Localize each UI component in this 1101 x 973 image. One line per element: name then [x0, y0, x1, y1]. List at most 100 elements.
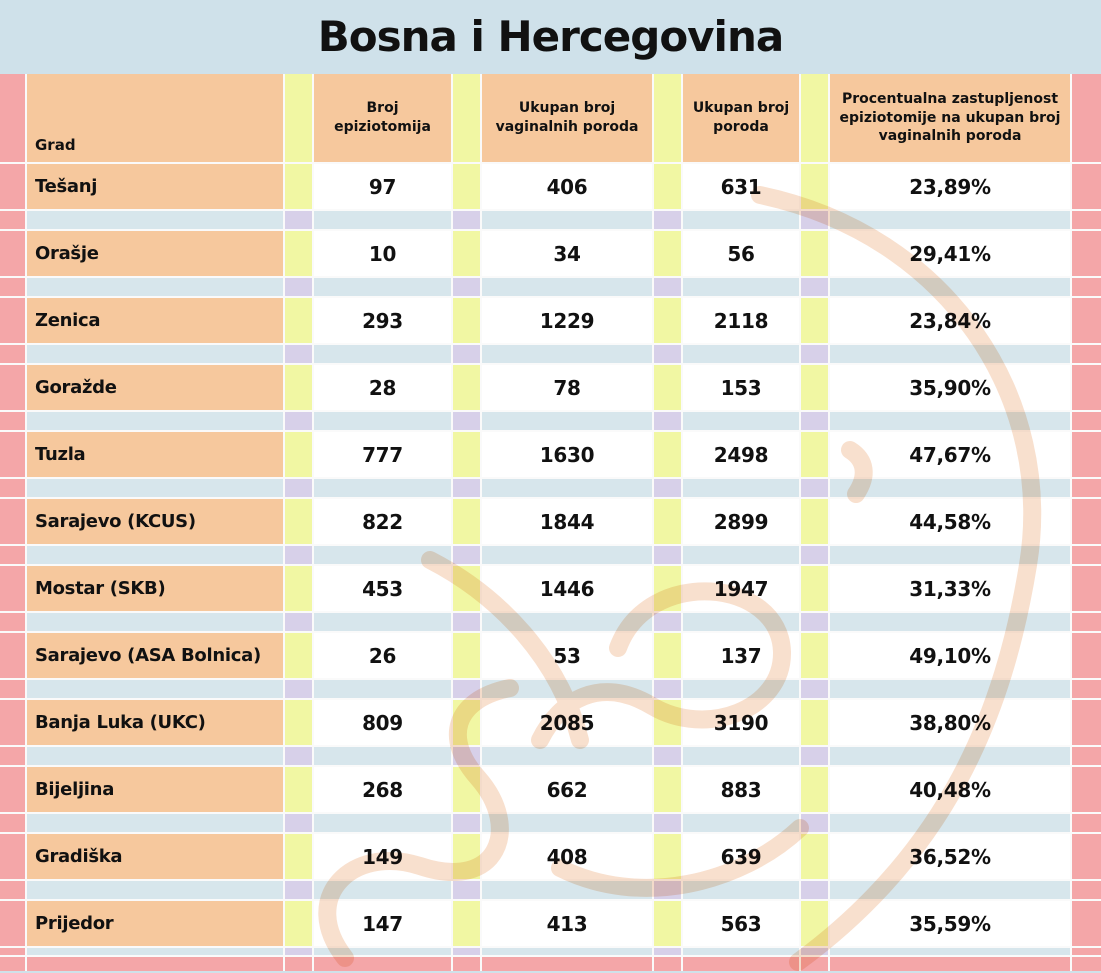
- total-births-value-cell: 883: [683, 767, 799, 812]
- edge-stripe-right: [1072, 700, 1101, 745]
- edge-stripe-left: [0, 432, 25, 477]
- spacer-cell: [830, 680, 1070, 698]
- edge-stripe-left: [0, 74, 25, 162]
- episiotomies-value-cell: 26: [314, 633, 451, 678]
- vaginal-births-value-cell: 413: [482, 901, 652, 946]
- spacer-cell: [27, 546, 283, 564]
- total-births-value-cell: 1947: [683, 566, 799, 611]
- edge-stripe-right: [1072, 432, 1101, 477]
- spacer-intersection: [285, 546, 312, 564]
- spacer-intersection: [453, 613, 480, 631]
- vaginal-births-value-cell: 408: [482, 834, 652, 879]
- column-separator: [285, 298, 312, 343]
- total-births-value-cell: 2899: [683, 499, 799, 544]
- spacer-cell: [482, 345, 652, 363]
- edge-stripe-left: [0, 747, 25, 765]
- column-header-total-births: Ukupan broj poroda: [683, 74, 799, 162]
- city-cell: Zenica: [27, 298, 283, 343]
- edge-stripe-right: [1072, 231, 1101, 276]
- percentage-value-cell: 44,58%: [830, 499, 1070, 544]
- edge-stripe-left: [0, 278, 25, 296]
- city-cell: Bijeljina: [27, 767, 283, 812]
- spacer-cell: [482, 881, 652, 899]
- column-header-vaginal-births: Ukupan broj vaginalnih poroda: [482, 74, 652, 162]
- column-separator: [801, 164, 828, 209]
- column-separator: [285, 767, 312, 812]
- spacer-cell: [830, 412, 1070, 430]
- spacer-cell: [482, 412, 652, 430]
- city-cell: Tešanj: [27, 164, 283, 209]
- edge-stripe-right: [1072, 747, 1101, 765]
- spacer-cell: [482, 747, 652, 765]
- spacer-cell: [482, 211, 652, 229]
- column-separator: [453, 164, 480, 209]
- total-births-value-cell: 137: [683, 633, 799, 678]
- column-separator: [285, 365, 312, 410]
- column-separator: [453, 834, 480, 879]
- spacer-intersection: [654, 948, 681, 955]
- spacer-intersection: [801, 211, 828, 229]
- spacer-intersection: [285, 680, 312, 698]
- spacer-cell: [830, 881, 1070, 899]
- edge-stripe-left: [0, 700, 25, 745]
- city-cell: Orašje: [27, 231, 283, 276]
- edge-stripe-left: [0, 767, 25, 812]
- column-separator: [801, 901, 828, 946]
- spacer-cell: [683, 412, 799, 430]
- edge-stripe-left: [0, 948, 25, 955]
- spacer-cell: [27, 613, 283, 631]
- spacer-intersection: [801, 479, 828, 497]
- spacer-cell: [314, 613, 451, 631]
- column-header-episiotomies: Broj epiziotomija: [314, 74, 451, 162]
- column-separator: [654, 74, 681, 162]
- column-separator: [654, 566, 681, 611]
- spacer-cell: [314, 345, 451, 363]
- column-separator: [453, 231, 480, 276]
- total-births-value-cell: 2118: [683, 298, 799, 343]
- spacer-cell: [482, 546, 652, 564]
- footer-stripe-cell: [453, 957, 480, 971]
- column-separator: [285, 432, 312, 477]
- spacer-cell: [830, 479, 1070, 497]
- edge-stripe-left: [0, 211, 25, 229]
- percentage-value-cell: 40,48%: [830, 767, 1070, 812]
- edge-stripe-right: [1072, 164, 1101, 209]
- edge-stripe-left: [0, 164, 25, 209]
- spacer-intersection: [285, 345, 312, 363]
- footer-stripe-cell: [314, 957, 451, 971]
- column-separator: [801, 499, 828, 544]
- vaginal-births-value-cell: 2085: [482, 700, 652, 745]
- edge-stripe-left: [0, 298, 25, 343]
- column-separator: [285, 74, 312, 162]
- column-separator: [801, 566, 828, 611]
- spacer-cell: [683, 881, 799, 899]
- edge-stripe-left: [0, 633, 25, 678]
- spacer-cell: [482, 613, 652, 631]
- column-separator: [285, 834, 312, 879]
- column-separator: [801, 633, 828, 678]
- spacer-intersection: [285, 881, 312, 899]
- column-separator: [654, 633, 681, 678]
- edge-stripe-right: [1072, 613, 1101, 631]
- spacer-cell: [482, 814, 652, 832]
- edge-stripe-left: [0, 546, 25, 564]
- edge-stripe-right: [1072, 633, 1101, 678]
- spacer-cell: [27, 814, 283, 832]
- edge-stripe-left: [0, 412, 25, 430]
- edge-stripe-right: [1072, 479, 1101, 497]
- spacer-intersection: [654, 412, 681, 430]
- footer-stripe-cell: [285, 957, 312, 971]
- spacer-intersection: [285, 278, 312, 296]
- city-cell: Sarajevo (KCUS): [27, 499, 283, 544]
- spacer-intersection: [801, 747, 828, 765]
- spacer-cell: [482, 278, 652, 296]
- episiotomies-value-cell: 28: [314, 365, 451, 410]
- vaginal-births-value-cell: 34: [482, 231, 652, 276]
- spacer-cell: [482, 479, 652, 497]
- column-separator: [654, 499, 681, 544]
- column-separator: [453, 74, 480, 162]
- episiotomies-value-cell: 809: [314, 700, 451, 745]
- city-cell: Goražde: [27, 365, 283, 410]
- spacer-intersection: [654, 546, 681, 564]
